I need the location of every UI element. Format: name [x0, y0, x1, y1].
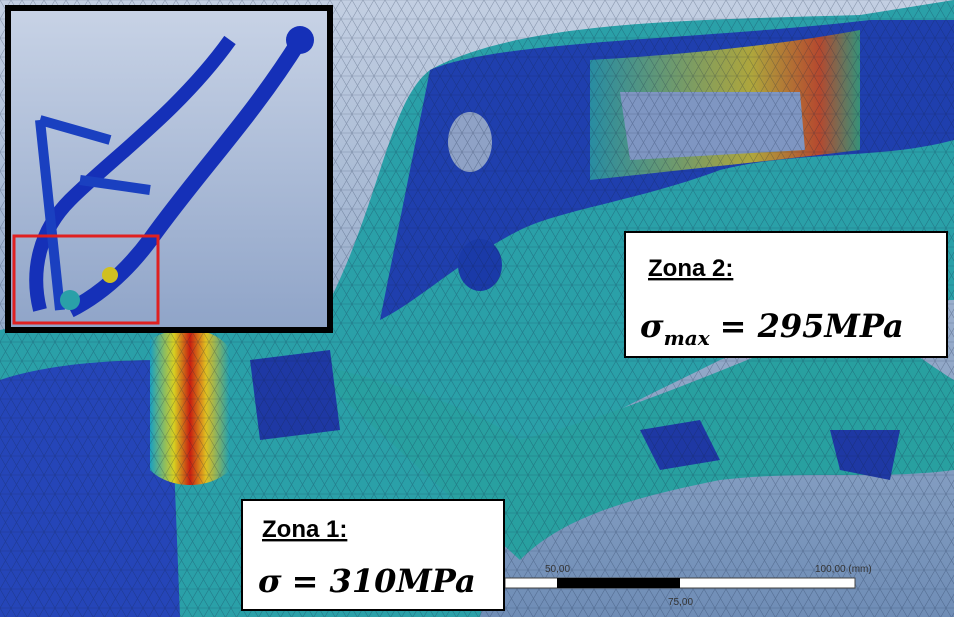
- scale-label: 75,00: [668, 597, 693, 608]
- stress-formula: σ = 310MPa: [258, 562, 476, 600]
- inset-view: [8, 8, 330, 330]
- fea-figure: 50,00 100,00 (mm) 75,00 Zona 2: σmax= 29…: [0, 0, 954, 617]
- stress-value: = 295MPa: [720, 307, 904, 345]
- zone-1-box: Zona 1: σ = 310MPa: [242, 500, 504, 610]
- zone-title: Zona 2:: [648, 255, 733, 282]
- stress-value: = 310MPa: [292, 562, 476, 600]
- scale-label: 100,00 (mm): [815, 564, 872, 575]
- zone-title: Zona 1:: [262, 516, 347, 543]
- zone-2-box: Zona 2: σmax = 295MPa: [625, 232, 947, 357]
- subscript: max: [664, 326, 711, 350]
- symbol: σ: [258, 562, 282, 600]
- scale-label: 50,00: [545, 564, 570, 575]
- symbol: σ: [640, 307, 664, 345]
